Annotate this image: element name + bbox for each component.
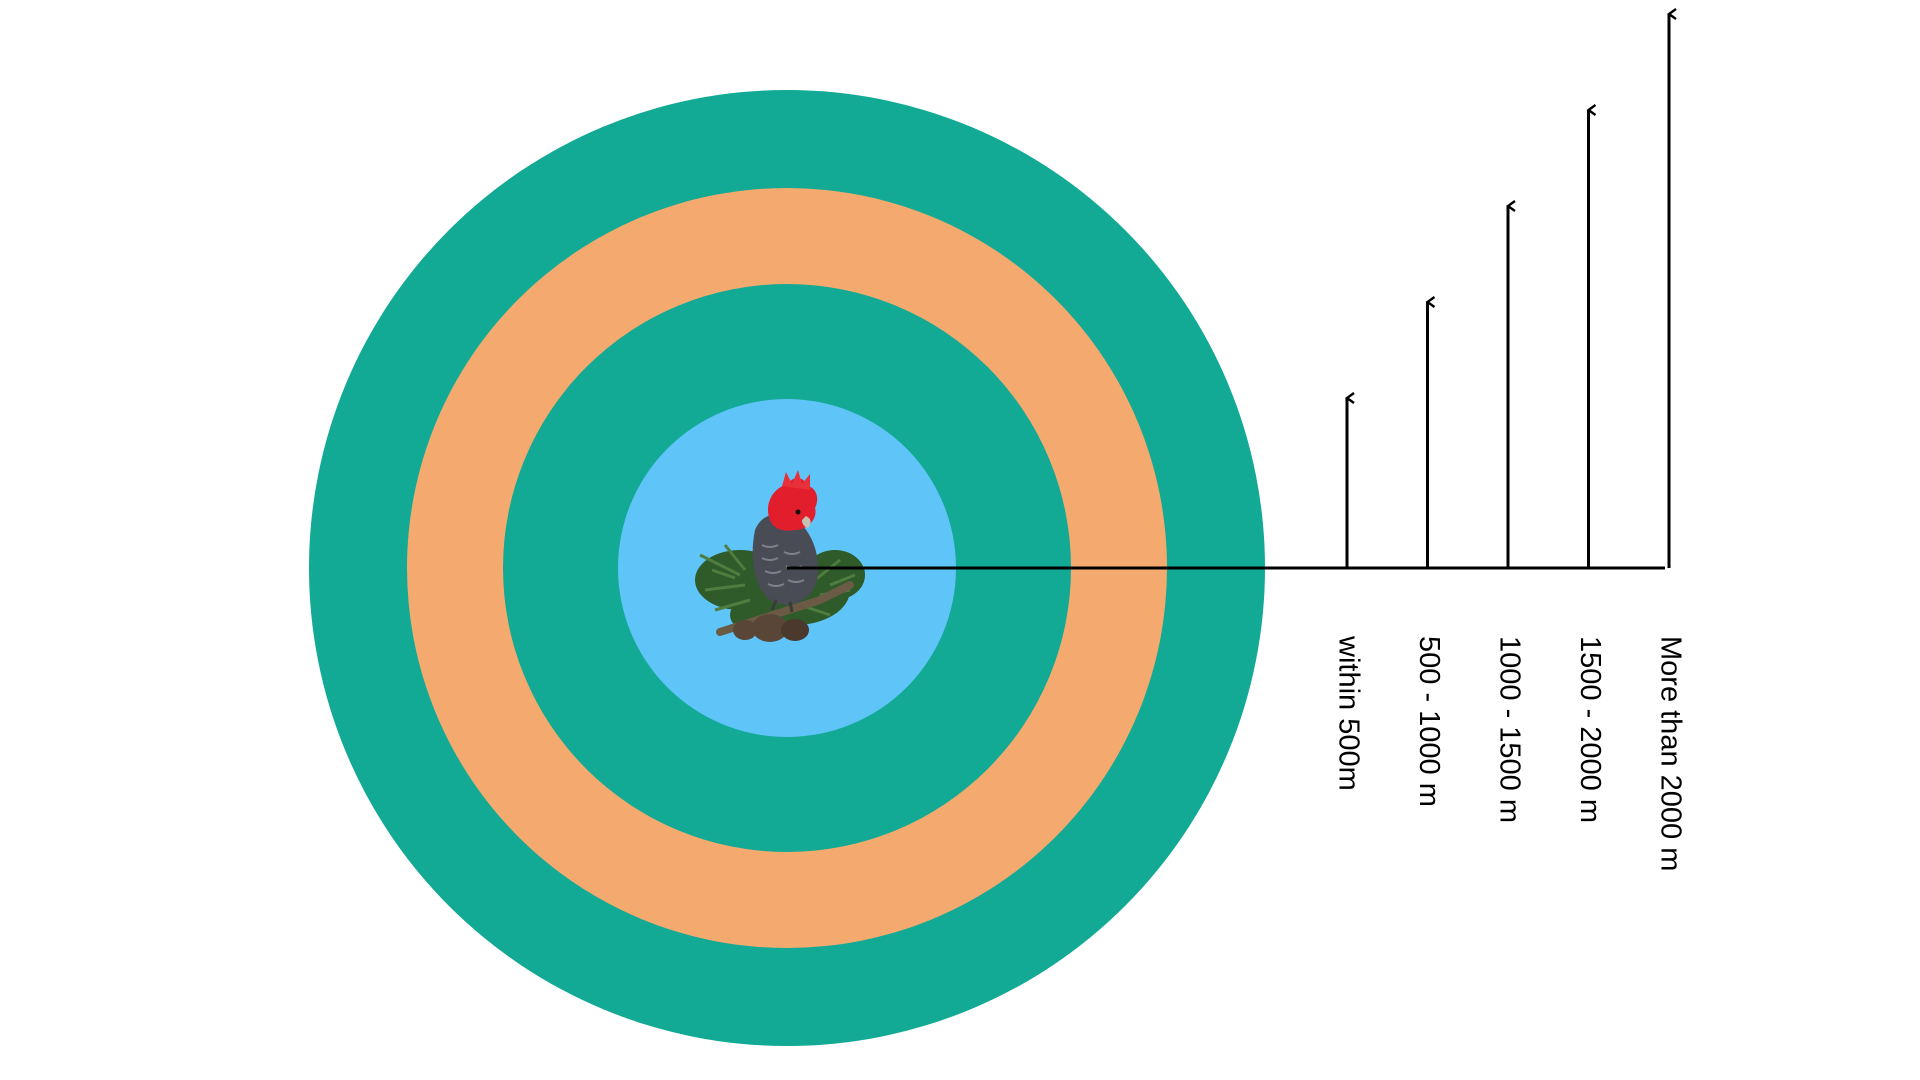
cockatoo-bird-icon — [695, 470, 865, 642]
distance-label-3: 1000 - 1500 m — [1493, 636, 1525, 823]
distance-markers: within 500m 500 - 1000 m 1000 - 1500 m 1500… — [1332, 14, 1686, 871]
distance-label-2: 500 - 1000 m — [1413, 636, 1445, 807]
distance-label-4: 1500 - 2000 m — [1574, 636, 1606, 823]
distance-label-5: More than 2000 m — [1654, 636, 1686, 871]
distance-label-1: within 500m — [1332, 635, 1364, 791]
